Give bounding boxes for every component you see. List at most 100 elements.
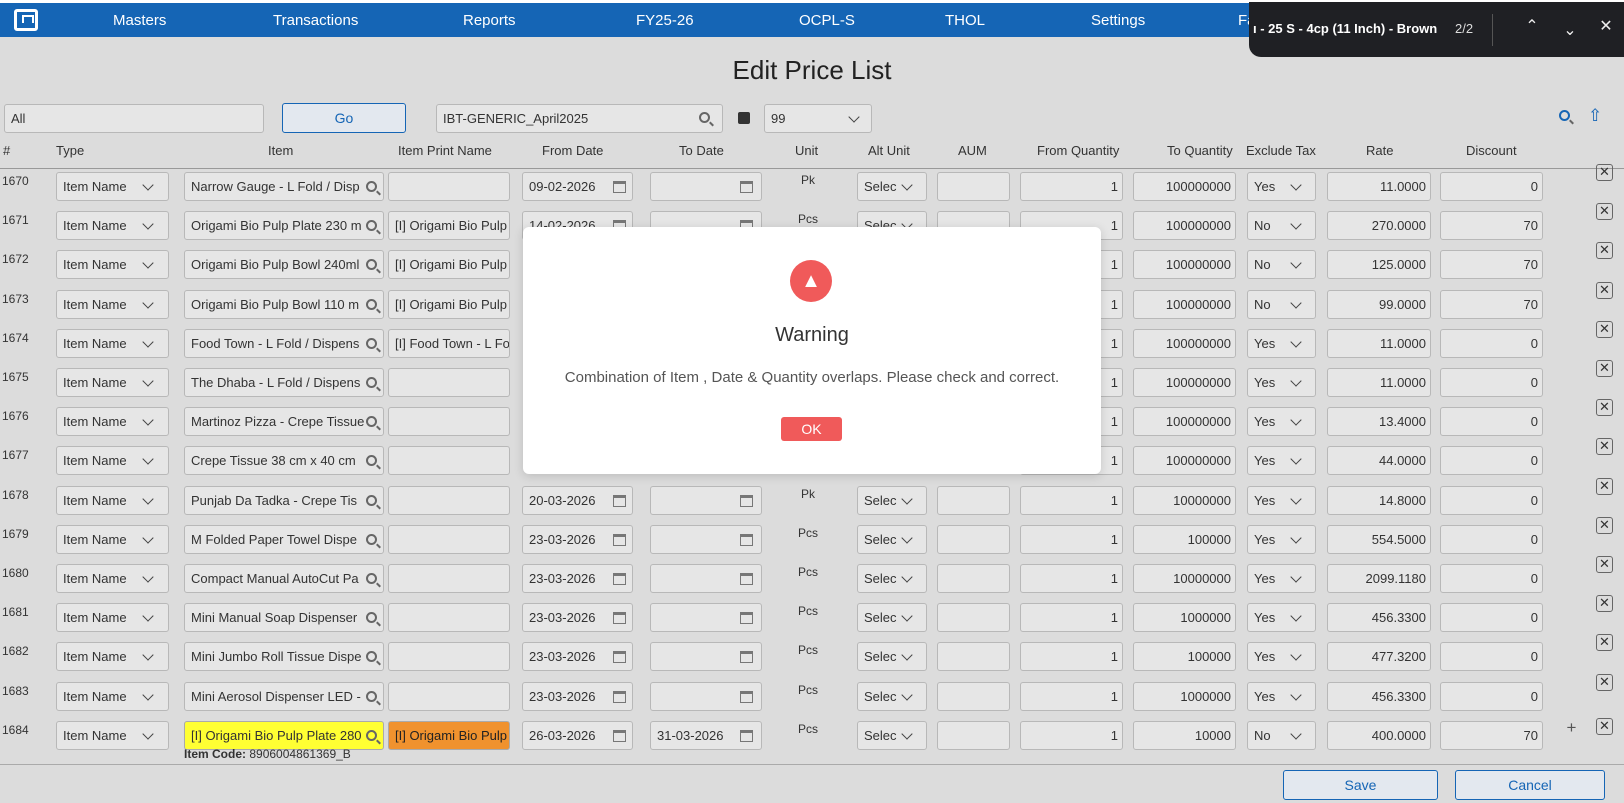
item-search-icon[interactable] (366, 259, 377, 270)
from-quantity-input[interactable]: 1 (1020, 721, 1123, 750)
discount-input[interactable]: 70 (1440, 211, 1543, 240)
aum-input[interactable] (937, 642, 1010, 671)
rate-input[interactable]: 456.3300 (1327, 682, 1431, 711)
nav-reports[interactable]: Reports (463, 12, 516, 29)
to-date-input[interactable] (650, 172, 762, 201)
exclude-tax-select[interactable]: Yes (1247, 525, 1316, 554)
to-date-input[interactable] (650, 486, 762, 515)
exclude-tax-select[interactable]: Yes (1247, 682, 1316, 711)
item-search-icon[interactable] (366, 455, 377, 466)
to-quantity-input[interactable]: 1000000 (1133, 682, 1236, 711)
alt-unit-select[interactable]: Selec (857, 564, 927, 593)
rate-input[interactable]: 456.3300 (1327, 603, 1431, 632)
item-print-name-input[interactable] (388, 603, 510, 632)
to-date-calendar-icon[interactable] (740, 612, 753, 624)
to-quantity-input[interactable]: 100000000 (1133, 446, 1236, 475)
item-search-icon[interactable] (366, 220, 377, 231)
from-quantity-input[interactable]: 1 (1020, 525, 1123, 554)
item-print-name-input[interactable]: [I] Food Town - L Fo (388, 329, 510, 358)
to-quantity-input[interactable]: 100000 (1133, 525, 1236, 554)
rate-input[interactable]: 14.8000 (1327, 486, 1431, 515)
item-search-icon[interactable] (366, 573, 377, 584)
discount-input[interactable]: 0 (1440, 329, 1543, 358)
type-select[interactable]: Item Name (56, 368, 169, 397)
type-select[interactable]: Item Name (56, 682, 169, 711)
item-search-icon[interactable] (366, 691, 377, 702)
from-date-calendar-icon[interactable] (613, 730, 626, 742)
item-print-name-input[interactable]: [I] Origami Bio Pulp (388, 290, 510, 319)
item-search-input[interactable]: Mini Jumbo Roll Tissue Dispe (184, 642, 384, 671)
to-date-input[interactable]: 31-03-2026 (650, 721, 762, 750)
item-search-input[interactable]: Crepe Tissue 38 cm x 40 cm (184, 446, 384, 475)
item-search-icon[interactable] (366, 495, 377, 506)
item-search-input[interactable]: Origami Bio Pulp Plate 230 m (184, 211, 384, 240)
to-quantity-input[interactable]: 100000000 (1133, 250, 1236, 279)
item-search-input[interactable]: M Folded Paper Towel Dispe (184, 525, 384, 554)
remove-row-icon[interactable]: ✕ (1596, 517, 1613, 534)
rate-input[interactable]: 270.0000 (1327, 211, 1431, 240)
item-search-icon[interactable] (366, 416, 377, 427)
to-date-calendar-icon[interactable] (740, 181, 753, 193)
nav-masters[interactable]: Masters (113, 12, 167, 29)
add-row-icon[interactable]: + (1566, 718, 1577, 737)
rate-input[interactable]: 2099.1180 (1327, 564, 1431, 593)
remove-row-icon[interactable]: ✕ (1596, 674, 1613, 691)
exclude-tax-select[interactable]: Yes (1247, 329, 1316, 358)
remove-row-icon[interactable]: ✕ (1596, 203, 1613, 220)
remove-row-icon[interactable]: ✕ (1596, 556, 1613, 573)
type-select[interactable]: Item Name (56, 329, 169, 358)
type-select[interactable]: Item Name (56, 603, 169, 632)
item-search-input[interactable]: Origami Bio Pulp Bowl 110 m (184, 290, 384, 319)
discount-input[interactable]: 0 (1440, 642, 1543, 671)
rate-input[interactable]: 11.0000 (1327, 368, 1431, 397)
item-search-input[interactable]: Origami Bio Pulp Bowl 240ml (184, 250, 384, 279)
to-quantity-input[interactable]: 100000000 (1133, 211, 1236, 240)
alt-unit-select[interactable]: Selec (857, 721, 927, 750)
item-print-name-input[interactable]: [I] Origami Bio Pulp (388, 721, 510, 750)
cancel-button[interactable]: Cancel (1455, 770, 1605, 800)
rate-input[interactable]: 400.0000 (1327, 721, 1431, 750)
from-date-calendar-icon[interactable] (613, 612, 626, 624)
discount-input[interactable]: 0 (1440, 446, 1543, 475)
from-date-input[interactable]: 26-03-2026 (522, 721, 633, 750)
remove-row-icon[interactable]: ✕ (1596, 478, 1613, 495)
item-search-input[interactable]: Compact Manual AutoCut Pa (184, 564, 384, 593)
item-search-input[interactable]: Food Town - L Fold / Dispens (184, 329, 384, 358)
aum-input[interactable] (937, 172, 1010, 201)
find-prev-icon[interactable]: ⌃ (1525, 18, 1539, 35)
exclude-tax-select[interactable]: Yes (1247, 407, 1316, 436)
from-date-calendar-icon[interactable] (613, 534, 626, 546)
to-date-calendar-icon[interactable] (740, 534, 753, 546)
exclude-tax-select[interactable]: Yes (1247, 564, 1316, 593)
app-logo-icon[interactable] (14, 9, 38, 31)
from-date-calendar-icon[interactable] (613, 181, 626, 193)
exclude-tax-select[interactable]: Yes (1247, 368, 1316, 397)
exclude-tax-select[interactable]: Yes (1247, 486, 1316, 515)
to-date-calendar-icon[interactable] (740, 573, 753, 585)
remove-row-icon[interactable]: ✕ (1596, 718, 1613, 735)
item-search-icon[interactable] (366, 377, 377, 388)
alt-unit-select[interactable]: Selec (857, 603, 927, 632)
item-print-name-input[interactable] (388, 564, 510, 593)
discount-input[interactable]: 0 (1440, 564, 1543, 593)
nav-thol[interactable]: THOL (945, 12, 986, 29)
type-select[interactable]: Item Name (56, 486, 169, 515)
rate-input[interactable]: 13.4000 (1327, 407, 1431, 436)
remove-row-icon[interactable]: ✕ (1596, 282, 1613, 299)
aum-input[interactable] (937, 721, 1010, 750)
find-query-text[interactable]: ı - 25 S - 4cp (11 Inch) - Brown (1253, 21, 1438, 36)
item-print-name-input[interactable] (388, 682, 510, 711)
type-select[interactable]: Item Name (56, 564, 169, 593)
save-button[interactable]: Save (1283, 770, 1438, 800)
rate-input[interactable]: 125.0000 (1327, 250, 1431, 279)
aum-input[interactable] (937, 486, 1010, 515)
to-date-input[interactable] (650, 525, 762, 554)
item-print-name-input[interactable] (388, 642, 510, 671)
from-date-input[interactable]: 23-03-2026 (522, 642, 633, 671)
go-button[interactable]: Go (282, 103, 406, 133)
edit-icon[interactable] (738, 112, 750, 124)
to-quantity-input[interactable]: 10000000 (1133, 564, 1236, 593)
to-quantity-input[interactable]: 10000 (1133, 721, 1236, 750)
rate-input[interactable]: 477.3200 (1327, 642, 1431, 671)
item-print-name-input[interactable] (388, 525, 510, 554)
